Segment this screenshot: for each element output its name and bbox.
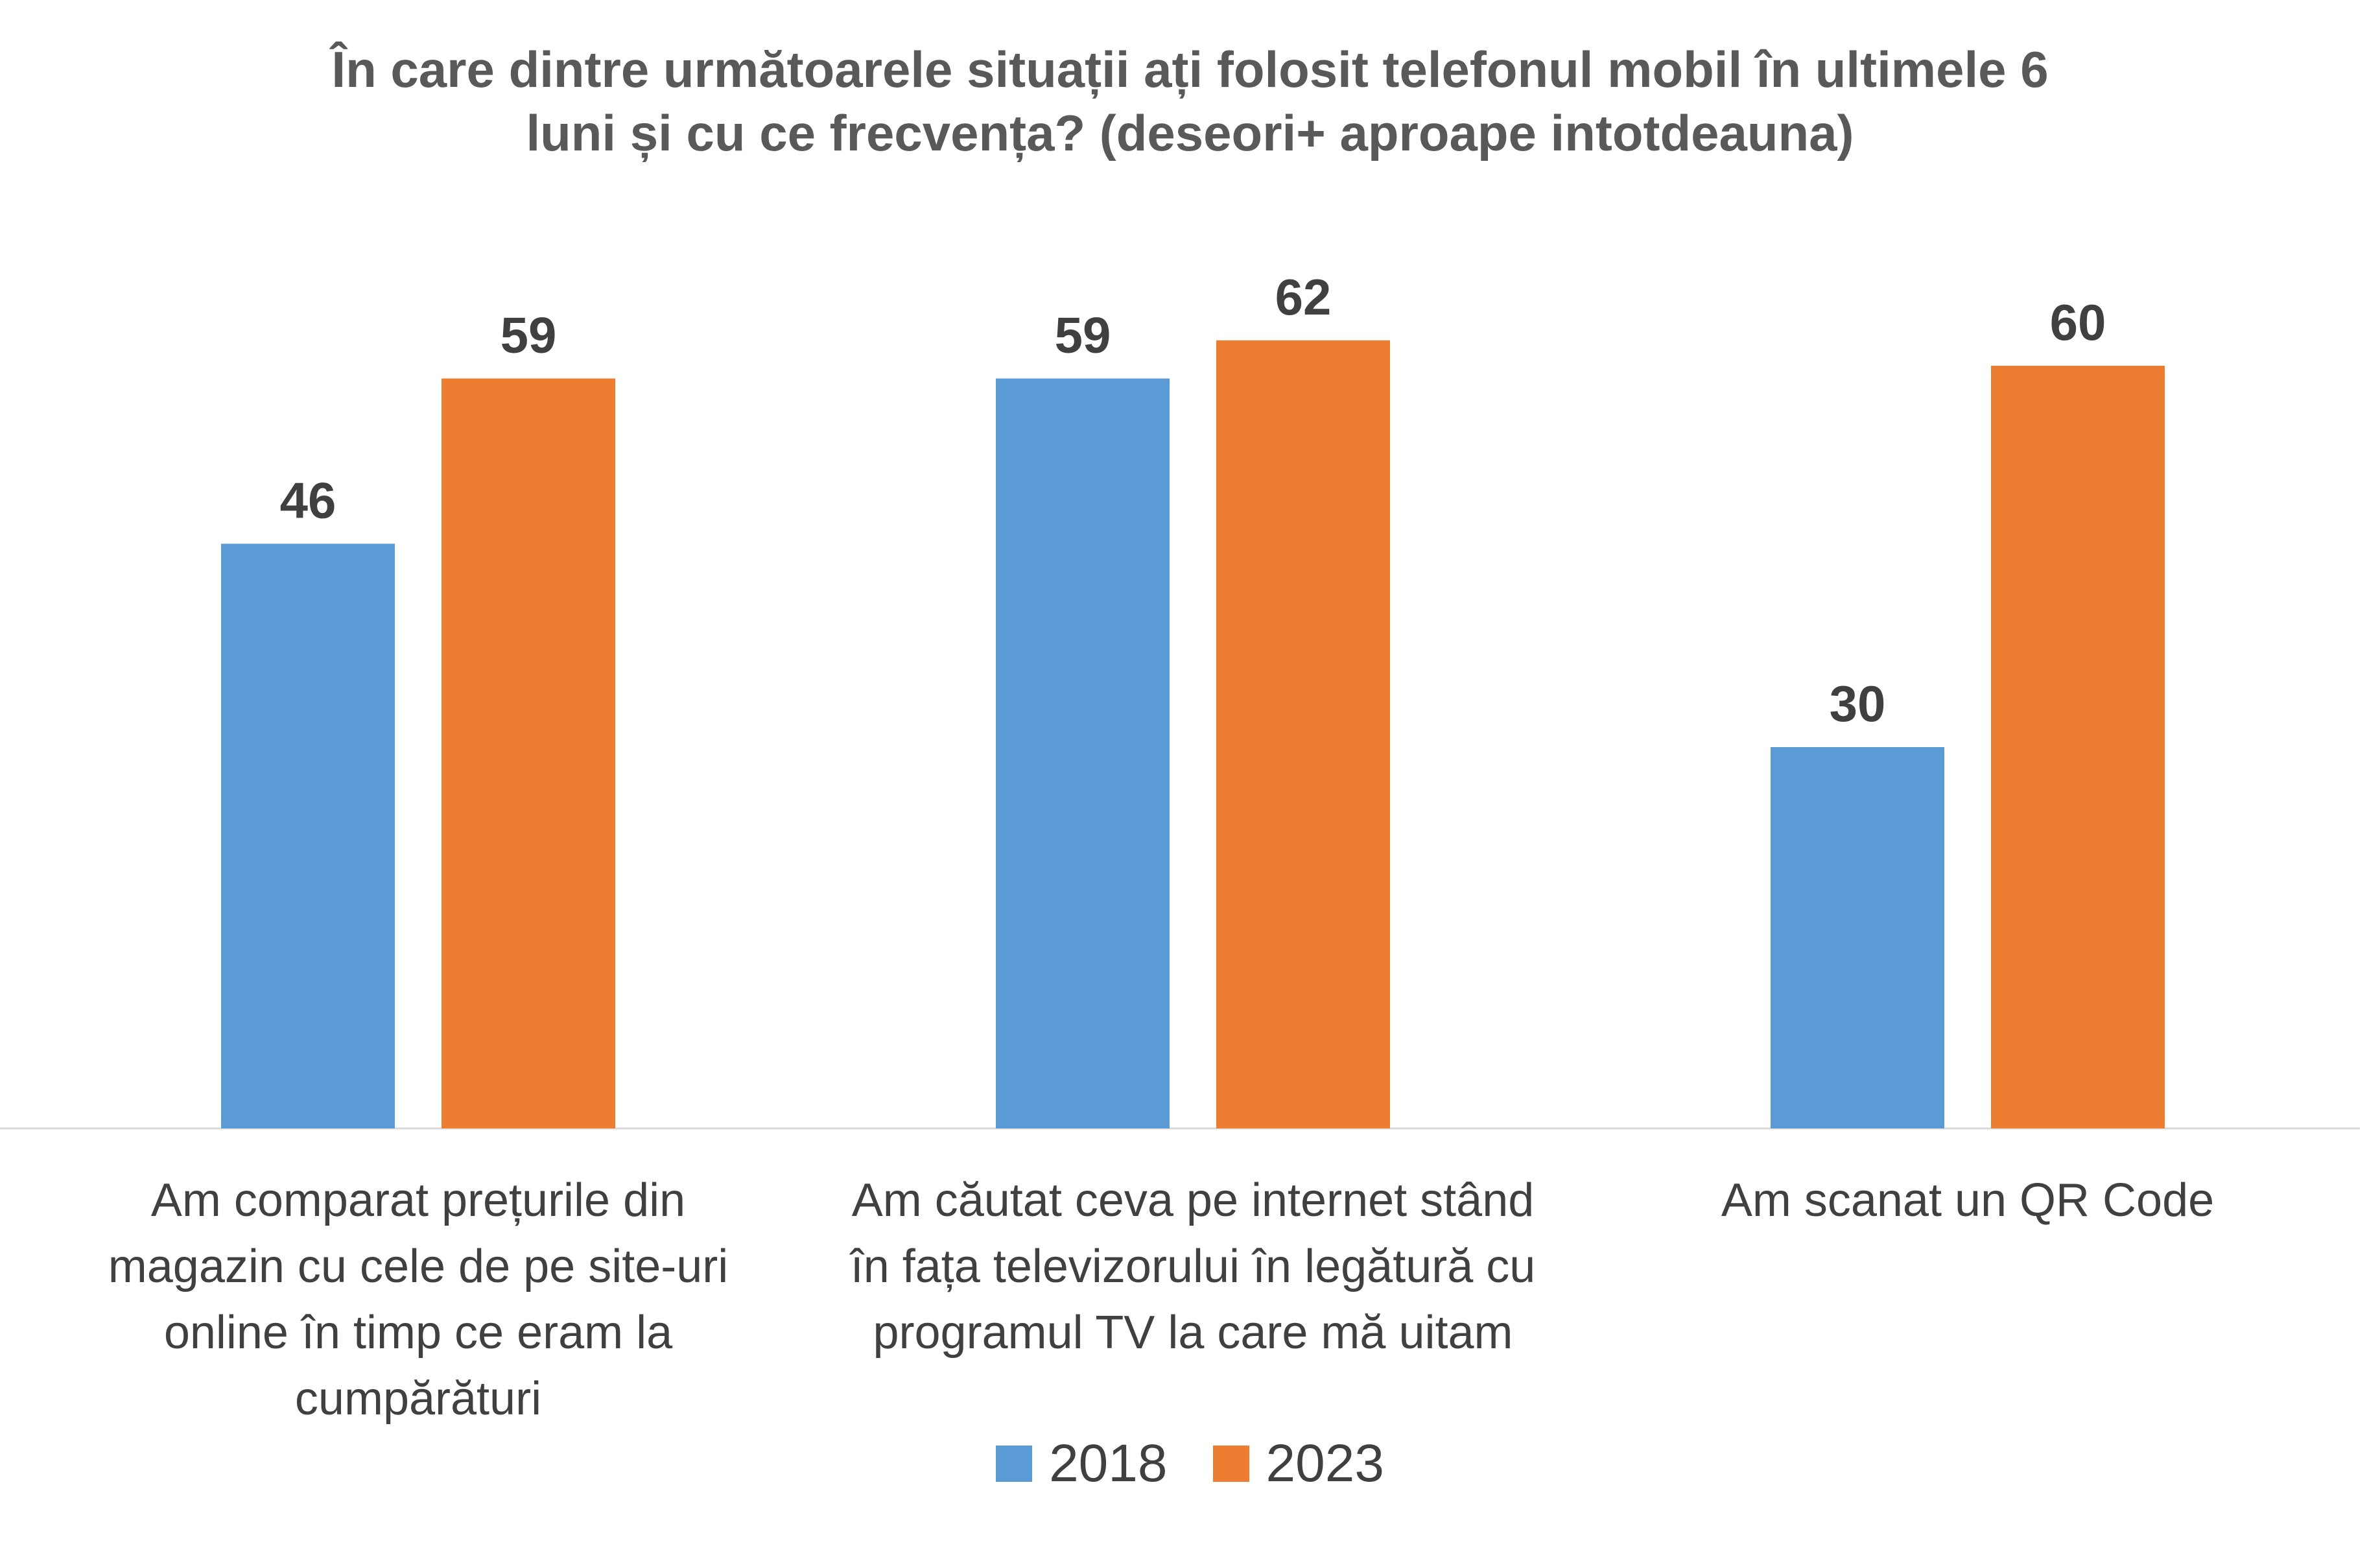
category-label-1: Am comparat prețurile din magazin cu cele… xyxy=(36,1167,801,1432)
legend-label-2023: 2023 xyxy=(1266,1434,1384,1493)
chart-title-line-1: În care dintre următoarele situații ați … xyxy=(331,41,2049,98)
legend-item-2018: 2018 xyxy=(996,1433,1168,1494)
bar-2018-category-1 xyxy=(221,543,395,1128)
category-label-2-line-2: în fața televizorului în legătură cu xyxy=(850,1241,1536,1292)
category-label-2-line-1: Am căutat ceva pe internet stând xyxy=(851,1174,1535,1226)
bar-2018-category-3 xyxy=(1771,747,1944,1128)
category-label-2-line-3: programul TV la care mă uitam xyxy=(873,1307,1513,1359)
legend-item-2023: 2023 xyxy=(1212,1433,1384,1494)
chart-title-line-2: luni și cu ce frecvența? (deseori+ aproa… xyxy=(526,104,1854,161)
bar-2023-category-3 xyxy=(1991,366,2165,1128)
category-label-1-line-1: Am comparat prețurile din xyxy=(150,1174,686,1226)
data-label-2018-category-1: 46 xyxy=(280,471,336,529)
category-label-1-line-2: magazin cu cele de pe site-uri xyxy=(108,1241,729,1292)
bar-2023-category-2 xyxy=(1216,340,1390,1128)
data-label-2023-category-3: 60 xyxy=(2050,294,2106,351)
legend-label-2018: 2018 xyxy=(1049,1434,1168,1493)
data-label-2023-category-2: 62 xyxy=(1275,268,1332,326)
bar-2018-category-2 xyxy=(996,378,1170,1128)
data-label-2018-category-3: 30 xyxy=(1830,675,1886,732)
legend: 2018 2023 xyxy=(0,1433,2380,1494)
category-label-3: Am scanat un QR Code xyxy=(1585,1167,2350,1233)
data-label-2018-category-2: 59 xyxy=(1055,307,1111,364)
category-label-1-line-4: cumpărături xyxy=(294,1373,542,1425)
bar-2023-category-1 xyxy=(442,378,615,1128)
data-label-2023-category-1: 59 xyxy=(501,307,557,364)
category-label-1-line-3: online în timp ce eram la xyxy=(163,1307,673,1359)
category-label-2: Am căutat ceva pe internet stând în fața … xyxy=(810,1167,1575,1366)
category-label-3-line-1: Am scanat un QR Code xyxy=(1721,1174,2215,1226)
legend-swatch-2023 xyxy=(1212,1446,1249,1482)
legend-swatch-2018 xyxy=(996,1446,1033,1482)
